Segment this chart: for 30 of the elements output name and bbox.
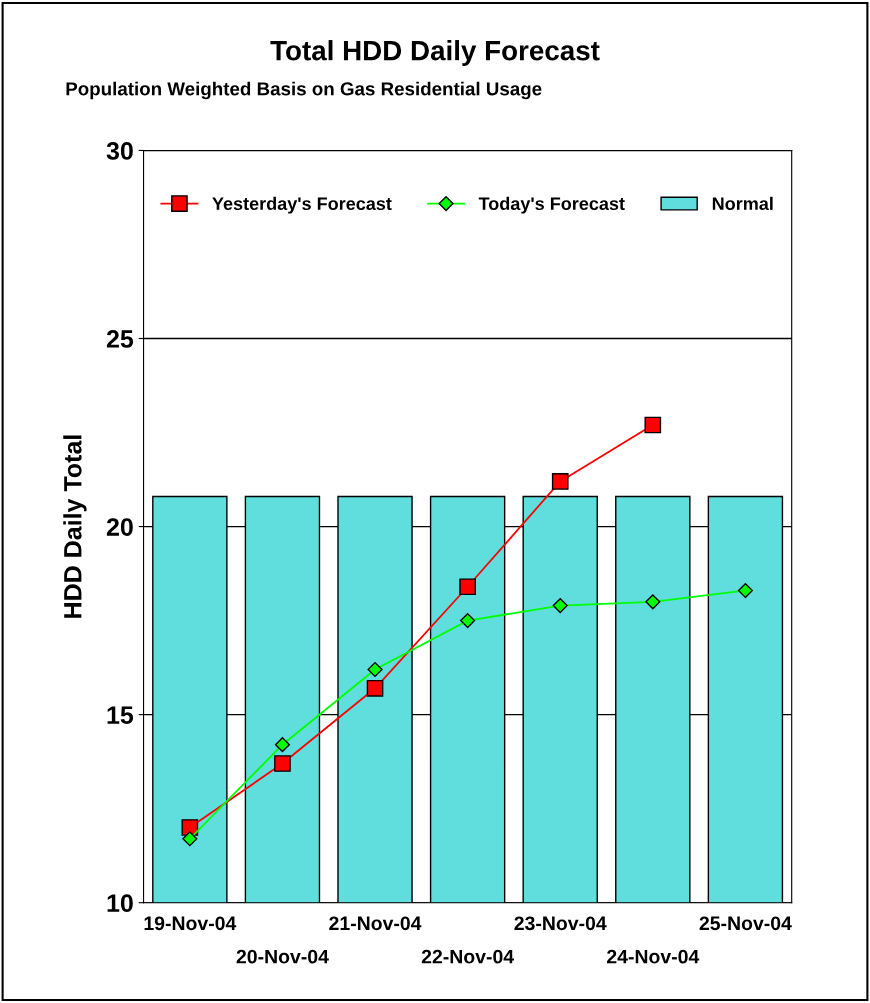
x-tick-label: 21-Nov-04	[329, 916, 422, 931]
chart-subtitle: Population Weighted Basis on Gas Residential Usage	[66, 81, 542, 100]
legend-label: Yesterday's Forecast	[212, 196, 392, 214]
point	[551, 473, 569, 490]
x-tick-label: 22-Nov-04	[421, 949, 514, 964]
y-tick-label: 15	[107, 706, 134, 724]
x-tick-label: 19-Nov-04	[144, 916, 237, 931]
legend-label: Normal	[712, 196, 773, 211]
y-tick-label: 30	[106, 142, 133, 160]
point	[460, 613, 476, 629]
point	[367, 661, 383, 678]
y-tick-label: 10	[107, 894, 133, 912]
x-tick-label: 25-Nov-04	[699, 916, 792, 931]
y-axis-title: HDD Daily Total	[63, 435, 87, 618]
point	[274, 755, 291, 772]
chart-title: Total HDD Daily Forecast	[270, 40, 600, 66]
x-tick-label: 24-Nov-04	[607, 949, 700, 964]
x-tick-label: 20-Nov-04	[236, 949, 329, 964]
point	[552, 597, 568, 614]
point	[737, 582, 753, 599]
point	[182, 831, 198, 847]
point	[644, 416, 662, 434]
point	[274, 737, 291, 753]
y-tick-label: 25	[106, 330, 134, 348]
point	[459, 578, 476, 596]
y-tick-label: 20	[106, 518, 133, 536]
legend-label: Today's Forecast	[478, 196, 625, 214]
point	[645, 594, 661, 610]
point	[366, 679, 384, 697]
x-tick-label: 23-Nov-04	[514, 916, 607, 931]
